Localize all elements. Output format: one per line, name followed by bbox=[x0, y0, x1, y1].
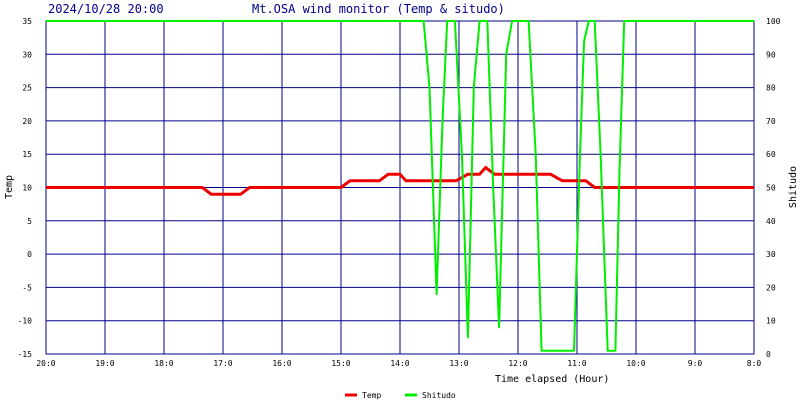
chart-title: Mt.OSA wind monitor (Temp & situdo) bbox=[252, 2, 505, 16]
x-tick-label: 18:0 bbox=[154, 359, 173, 368]
y-left-tick-label: -10 bbox=[18, 317, 33, 326]
y-left-tick-label: 25 bbox=[22, 84, 32, 93]
y-right-tick-label: 60 bbox=[766, 150, 776, 159]
x-tick-label: 17:0 bbox=[213, 359, 232, 368]
y-right-tick-label: 20 bbox=[766, 283, 776, 292]
y-right-tick-label: 50 bbox=[766, 184, 776, 193]
y-left-tick-label: 10 bbox=[22, 184, 32, 193]
y-axis-right-label: Shitudo bbox=[788, 166, 799, 208]
y-right-tick-label: 70 bbox=[766, 117, 776, 126]
x-tick-label: 20:0 bbox=[36, 359, 55, 368]
y-right-tick-label: 90 bbox=[766, 50, 776, 59]
y-right-tick-label: 40 bbox=[766, 217, 776, 226]
y-right-tick-label: 10 bbox=[766, 317, 776, 326]
x-tick-label: 14:0 bbox=[390, 359, 409, 368]
y-left-tick-label: 5 bbox=[27, 217, 32, 226]
y-right-tick-label: 80 bbox=[766, 84, 776, 93]
x-tick-label: 11:0 bbox=[567, 359, 586, 368]
y-left-tick-label: -15 bbox=[18, 350, 33, 359]
y-left-tick-label: 0 bbox=[27, 250, 32, 259]
y-left-tick-label: 30 bbox=[22, 50, 32, 59]
x-tick-label: 13:0 bbox=[449, 359, 468, 368]
y-axis-left-label: Temp bbox=[4, 175, 15, 199]
x-tick-label: 10:0 bbox=[626, 359, 645, 368]
y-right-tick-label: 100 bbox=[766, 17, 781, 26]
legend-shitudo-label: Shitudo bbox=[422, 391, 456, 400]
series-lines bbox=[46, 20, 754, 352]
x-tick-label: 8:0 bbox=[747, 359, 762, 368]
y-right-tick-label: 0 bbox=[766, 350, 771, 359]
y-left-tick-label: -5 bbox=[22, 283, 32, 292]
x-tick-label: 12:0 bbox=[508, 359, 527, 368]
x-tick-label: 9:0 bbox=[688, 359, 703, 368]
legend-temp-label: Temp bbox=[362, 391, 381, 400]
y-left-tick-label: 35 bbox=[22, 17, 32, 26]
y-left-tick-label: 15 bbox=[22, 150, 32, 159]
series-line-temp bbox=[46, 166, 754, 196]
x-axis-label: Time elapsed (Hour) bbox=[495, 374, 609, 385]
y-left-tick-label: 20 bbox=[22, 117, 32, 126]
y-right-tick-label: 30 bbox=[766, 250, 776, 259]
x-tick-label: 15:0 bbox=[331, 359, 350, 368]
x-tick-label: 16:0 bbox=[272, 359, 291, 368]
legend: Temp Shitudo bbox=[345, 391, 456, 400]
chart-timestamp: 2024/10/28 20:00 bbox=[48, 2, 164, 16]
x-tick-label: 19:0 bbox=[95, 359, 114, 368]
tick-labels: -15 -10 -5 0 5 10 15 20 25 30 35 0 10 20 30 40 50 60 70 80 9… bbox=[18, 17, 781, 368]
series-line-shitudo bbox=[46, 20, 754, 352]
